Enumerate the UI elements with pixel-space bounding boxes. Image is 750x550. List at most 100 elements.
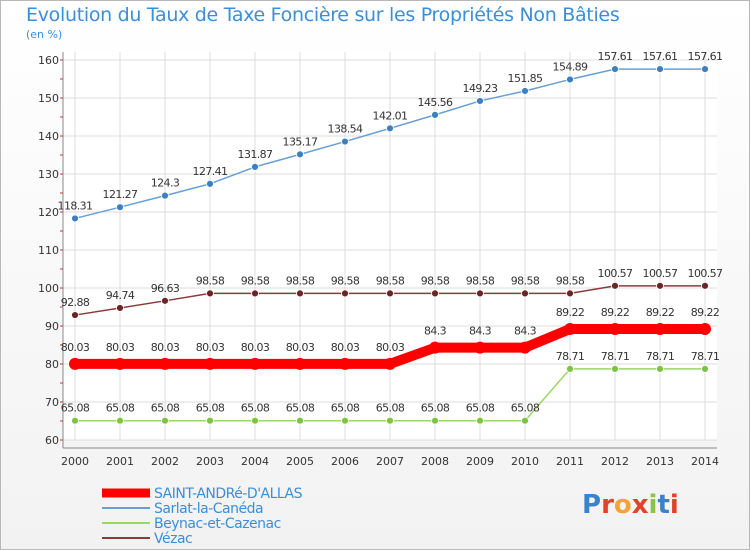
x-tick-label: 2008 [421,455,449,468]
series-v-zac-point [341,289,349,298]
x-tick-label: 2014 [691,455,719,468]
series-beynac-et-cazenac-data-label: 65.08 [241,402,270,415]
x-tick-label: 2007 [376,455,404,468]
series-beynac-et-cazenac-point [296,416,304,425]
series-saint-andr-d-allas-data-label: 89.22 [646,306,675,319]
series-v-zac-data-label: 100.57 [643,267,678,280]
series-beynac-et-cazenac-data-label: 78.71 [601,350,630,363]
series-v-zac-point [431,289,439,298]
series-saint-andr-d-allas-data-label: 84.3 [469,325,492,338]
logo-letter: o [613,490,632,520]
series-saint-andr-d-allas-point [159,357,171,370]
series-sarlat-la-can-da-data-label: 135.17 [283,135,318,148]
legend-label: Sarlat-la-Canéda [154,501,263,517]
series-sarlat-la-can-da-data-label: 157.61 [643,50,678,63]
series-saint-andr-d-allas-point [384,357,396,370]
y-tick-label: 100 [38,282,59,295]
series-v-zac-data-label: 98.58 [556,274,585,287]
series-beynac-et-cazenac-point [161,416,169,425]
series-saint-andr-d-allas-point [114,357,126,370]
series-beynac-et-cazenac-data-label: 65.08 [151,402,180,415]
series-saint-andr-d-allas-point [609,322,621,335]
series-saint-andr-d-allas-data-label: 80.03 [61,341,90,354]
series-sarlat-la-can-da-point [71,214,79,223]
y-tick-label: 140 [38,130,59,143]
series-sarlat-la-can-da-data-label: 131.87 [238,148,273,161]
series-beynac-et-cazenac-data-label: 65.08 [376,402,405,415]
series-beynac-et-cazenac-point [71,416,79,425]
series-sarlat-la-can-da-data-label: 142.01 [373,109,408,122]
series-sarlat-la-can-da-data-label: 154.89 [553,60,588,73]
series-sarlat-la-can-da-data-label: 157.61 [598,50,633,63]
y-axis-unit-label: (en %) [26,28,63,41]
series-saint-andr-d-allas-point [294,357,306,370]
series-beynac-et-cazenac-point [656,365,664,373]
legend-label: Beynac-et-Cazenac [154,516,281,532]
series-sarlat-la-can-da-point [701,65,709,73]
series-beynac-et-cazenac-point [566,365,574,373]
logo-letter: i [669,490,679,520]
series-beynac-et-cazenac-data-label: 65.08 [61,402,90,415]
series-saint-andr-d-allas-data-label: 84.3 [514,325,537,338]
series-saint-andr-d-allas-point [69,357,81,370]
series-beynac-et-cazenac-data-label: 78.71 [556,350,585,363]
series-v-zac-data-label: 100.57 [688,267,723,280]
x-tick-label: 2010 [511,455,539,468]
series-sarlat-la-can-da-point [386,124,394,133]
logo-letter: x [631,490,649,520]
y-tick-label: 150 [38,92,59,105]
series-v-zac-data-label: 98.58 [421,274,450,287]
y-tick-label: 120 [38,206,59,219]
y-tick-label: 80 [45,358,59,371]
series-sarlat-la-can-da-point [611,65,619,73]
series-beynac-et-cazenac-data-label: 65.08 [466,402,495,415]
series-v-zac-point [566,289,574,298]
series-beynac-et-cazenac-point [341,416,349,425]
series-saint-andr-d-allas-point [204,357,216,370]
series-saint-andr-d-allas-point [249,357,261,370]
series-saint-andr-d-allas-data-label: 80.03 [331,341,360,354]
series-saint-andr-d-allas-data-label: 80.03 [106,341,135,354]
series-sarlat-la-can-da-data-label: 151.85 [508,72,543,85]
proxiti-logo: Proxiti [582,490,679,520]
series-beynac-et-cazenac-data-label: 65.08 [196,402,225,415]
x-tick-label: 2002 [151,455,179,468]
series-saint-andr-d-allas-data-label: 89.22 [601,306,630,319]
series-saint-andr-d-allas-data-label: 84.3 [424,325,447,338]
series-beynac-et-cazenac-point [431,416,439,425]
series-v-zac-point [656,281,664,290]
series-v-zac-point [71,311,79,319]
series-v-zac-data-label: 98.58 [511,274,540,287]
series-v-zac-data-label: 98.58 [376,274,405,287]
series-saint-andr-d-allas-data-label: 80.03 [151,341,180,354]
series-v-zac-data-label: 98.58 [196,274,225,287]
series-sarlat-la-can-da-point [251,162,259,171]
series-saint-andr-d-allas-data-label: 80.03 [241,341,270,354]
x-tick-label: 2009 [466,455,494,468]
series-sarlat-la-can-da-point [341,137,349,146]
series-v-zac-point [611,281,619,290]
series-v-zac-data-label: 98.58 [331,274,360,287]
series-v-zac-point [386,289,394,298]
series-saint-andr-d-allas-point [564,322,576,335]
series-saint-andr-d-allas-data-label: 89.22 [691,306,720,319]
series-beynac-et-cazenac-point [206,416,214,425]
logo-letter: P [582,490,602,520]
y-tick-label: 110 [38,244,59,257]
series-beynac-et-cazenac-data-label: 78.71 [691,350,720,363]
series-sarlat-la-can-da-point [476,97,484,105]
series-sarlat-la-can-da-data-label: 118.31 [58,199,93,212]
series-saint-andr-d-allas-point [429,341,441,354]
series-beynac-et-cazenac-data-label: 65.08 [286,402,315,415]
legend-label: Vézac [154,531,192,547]
series-sarlat-la-can-da-point [656,65,664,73]
y-tick-label: 70 [45,396,59,409]
series-beynac-et-cazenac-point [386,416,394,425]
series-beynac-et-cazenac-point [701,365,709,373]
series-saint-andr-d-allas-point [654,322,666,335]
logo-letter: r [601,490,614,520]
series-saint-andr-d-allas-data-label: 80.03 [376,341,405,354]
series-beynac-et-cazenac-data-label: 65.08 [421,402,450,415]
legend-label: SAINT-ANDRé-D'ALLAS [154,486,303,502]
